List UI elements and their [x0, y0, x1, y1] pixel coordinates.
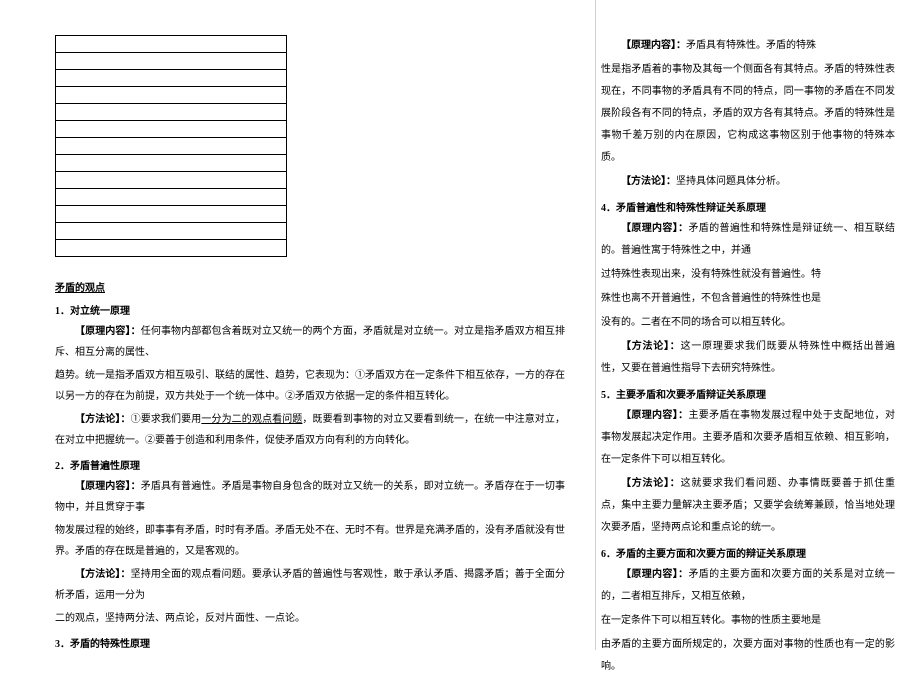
section-1-principle: 【原理内容】：任何事物内部都包含着既对立又统一的两个方面，矛盾就是对立统一。对立…: [55, 321, 565, 363]
text: 坚持用全面的观点看问题。要承认矛盾的普遍性与客观性，敢于承认矛盾、揭露矛盾；善于…: [55, 569, 565, 601]
r-text: 由矛盾的主要方面所规定的，次要方面对事物的性质也有一定的影响。: [601, 634, 895, 678]
method-label: 【方法论】：: [75, 569, 131, 580]
grid-cell: [56, 36, 287, 53]
grid-cell: [56, 138, 287, 155]
section-1-text: 趋势。统一是指矛盾双方相互吸引、联结的属性、趋势，它表现为：①矛盾双方在一定条件…: [55, 365, 565, 407]
text: 坚持具体问题具体分析。: [676, 176, 786, 187]
grid-cell: [56, 121, 287, 138]
method-label: 【方法论】：: [75, 414, 131, 425]
grid-cell: [56, 53, 287, 70]
principle-label: 【原理内容】：: [621, 569, 688, 580]
grid-cell: [56, 87, 287, 104]
section-2-text-2: 二的观点，坚持两分法、两点论，反对片面性、一点论。: [55, 608, 565, 629]
grid-cell: [56, 223, 287, 240]
text: ①要求我们要用: [131, 414, 202, 425]
r-text: 性是指矛盾着的事物及其每一个侧面各有其特点。矛盾的特殊性表现在，不同事物的矛盾具…: [601, 59, 895, 169]
r-method-5: 【方法论】：这就要求我们看问题、办事情既要善于抓住重点，集中主要力量解决主要矛盾…: [601, 473, 895, 539]
section-2-method: 【方法论】：坚持用全面的观点看问题。要承认矛盾的普遍性与客观性，敢于承认矛盾、揭…: [55, 564, 565, 606]
section-2-principle: 【原理内容】：矛盾具有普遍性。矛盾是事物自身包含的既对立又统一的关系，即对立统一…: [55, 476, 565, 518]
section-6-title: 6．矛盾的主要方面和次要方面的辩证关系原理: [601, 545, 895, 560]
grid-cell: [56, 206, 287, 223]
r-text: 没有的。二者在不同的场合可以相互转化。: [601, 312, 895, 334]
r-method-4: 【方法论】：这一原理要求我们既要从特殊性中概括出普遍性，又要在普遍性指导下去研究…: [601, 336, 895, 380]
principle-label: 【原理内容】：: [621, 223, 688, 234]
r-text: 过特殊性表现出来，没有特殊性就没有普遍性。特: [601, 264, 895, 286]
section-2-title: 2．矛盾普遍性原理: [55, 457, 565, 472]
grid-cell: [56, 189, 287, 206]
principle-label: 【原理内容】：: [621, 40, 686, 51]
blank-grid-table: [55, 35, 287, 257]
principle-label: 【原理内容】：: [75, 481, 141, 492]
section-5-title: 5．主要矛盾和次要矛盾辩证关系原理: [601, 386, 895, 401]
section-1-method: 【方法论】：①要求我们要用一分为二的观点看问题，既要看到事物的对立又要看到统一，…: [55, 409, 565, 451]
section-4-title: 4．矛盾普遍性和特殊性辩证关系原理: [601, 199, 895, 214]
r-principle-1: 【原理内容】：矛盾具有特殊性。矛盾的特殊: [601, 35, 895, 57]
grid-cell: [56, 70, 287, 87]
main-heading: 矛盾的观点: [55, 279, 565, 294]
grid-cell: [56, 155, 287, 172]
text: 矛盾具有特殊性。矛盾的特殊: [686, 40, 816, 51]
grid-cell: [56, 104, 287, 121]
grid-cell: [56, 240, 287, 257]
section-3-title: 3．矛盾的特殊性原理: [55, 635, 565, 650]
section-1-title: 1．对立统一原理: [55, 302, 565, 317]
principle-label: 【原理内容】：: [75, 326, 141, 337]
method-label: 【方法论】：: [621, 341, 681, 352]
r-principle-6: 【原理内容】：矛盾的主要方面和次要方面的关系是对立统一的，二者相互排斥，又相互依…: [601, 564, 895, 608]
r-principle-5: 【原理内容】：主要矛盾在事物发展过程中处于支配地位，对事物发展起决定作用。主要矛…: [601, 405, 895, 471]
r-text: 在一定条件下可以相互转化。事物的性质主要地是: [601, 610, 895, 632]
underline-text: 一分为二的观点看问题: [201, 414, 302, 425]
r-principle-4: 【原理内容】：矛盾的普遍性和特殊性是辩证统一、相互联结的。普遍性寓于特殊性之中，…: [601, 218, 895, 262]
grid-cell: [56, 172, 287, 189]
r-method-1: 【方法论】：坚持具体问题具体分析。: [601, 171, 895, 193]
principle-label: 【原理内容】：: [621, 410, 688, 421]
left-column: 矛盾的观点 1．对立统一原理 【原理内容】：任何事物内部都包含着既对立又统一的两…: [0, 0, 595, 650]
method-label: 【方法论】：: [621, 176, 676, 187]
right-column: 【原理内容】：矛盾具有特殊性。矛盾的特殊 性是指矛盾着的事物及其每一个侧面各有其…: [595, 0, 920, 650]
method-label: 【方法论】：: [621, 478, 681, 489]
r-text: 殊性也离不开普遍性，不包含普遍性的特殊性也是: [601, 288, 895, 310]
section-2-text: 物发展过程的始终，即事事有矛盾，时时有矛盾。矛盾无处不在、无时不有。世界是充满矛…: [55, 520, 565, 562]
